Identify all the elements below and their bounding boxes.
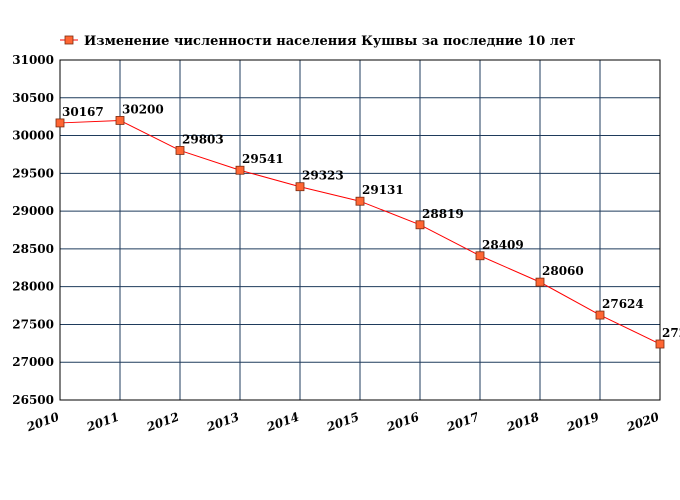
- x-tick-label: 2019: [564, 409, 602, 434]
- x-tick-label: 2012: [144, 410, 181, 435]
- y-tick-label: 30000: [12, 129, 54, 143]
- data-value-label: 27624: [602, 297, 644, 311]
- y-tick-label: 28000: [12, 280, 54, 294]
- x-tick-label: 2010: [24, 409, 62, 434]
- y-tick-label: 26500: [12, 393, 54, 407]
- data-point-marker: [595, 310, 605, 320]
- data-point-marker: [535, 277, 545, 287]
- data-value-label: 27241: [662, 326, 680, 340]
- x-tick-label: 2020: [624, 409, 662, 434]
- plot-frame: [59, 59, 661, 401]
- data-point-marker: [295, 182, 305, 192]
- y-tick-label: 27000: [12, 355, 54, 369]
- y-tick-label: 31000: [12, 53, 54, 67]
- x-tick-label: 2013: [204, 410, 241, 435]
- data-value-label: 29323: [302, 169, 344, 183]
- legend-label: Изменение численности населения Кушвы за…: [84, 34, 575, 49]
- series-group: [55, 116, 665, 349]
- data-point-marker: [655, 339, 665, 349]
- data-value-label: 28060: [542, 264, 584, 278]
- data-value-label: 29803: [182, 132, 224, 146]
- data-value-label: 28819: [422, 207, 464, 221]
- x-tick-label: 2015: [324, 410, 361, 435]
- data-value-label: 29131: [362, 183, 404, 197]
- x-axis-ticks: 2010 2011 2012 2013 2014 2015 2016 2017 2018 2019…: [24, 409, 662, 434]
- y-tick-label: 29000: [12, 204, 54, 218]
- data-value-label: 28409: [482, 238, 524, 252]
- data-point-marker: [175, 146, 185, 155]
- x-tick-label: 2018: [504, 409, 542, 434]
- y-tick-label: 28500: [12, 242, 54, 256]
- y-tick-label: 27500: [12, 317, 54, 331]
- data-value-label: 30200: [122, 102, 164, 116]
- legend: Изменение численности населения Кушвы за…: [60, 34, 575, 49]
- y-tick-label: 30500: [12, 91, 54, 105]
- data-point-marker: [475, 251, 485, 261]
- legend-marker-swatch: [64, 35, 74, 45]
- data-labels: 30167 30200 29803 29541 29323 29131 28819 28409…: [62, 102, 680, 340]
- x-tick-label: 2014: [264, 410, 301, 435]
- x-tick-label: 2016: [384, 409, 422, 434]
- data-point-marker: [55, 118, 65, 128]
- y-tick-label: 29500: [12, 166, 54, 180]
- data-point-marker: [115, 116, 125, 125]
- data-point-marker: [415, 220, 425, 230]
- x-tick-label: 2011: [84, 410, 121, 435]
- y-axis-ticks: 26500 27000 27500 28000 28500 29000 29500 30000…: [12, 53, 54, 407]
- data-value-label: 29541: [242, 152, 284, 166]
- data-point-marker: [235, 165, 245, 175]
- x-tick-label: 2017: [444, 409, 482, 434]
- data-value-label: 30167: [62, 105, 104, 119]
- data-point-marker: [355, 196, 365, 206]
